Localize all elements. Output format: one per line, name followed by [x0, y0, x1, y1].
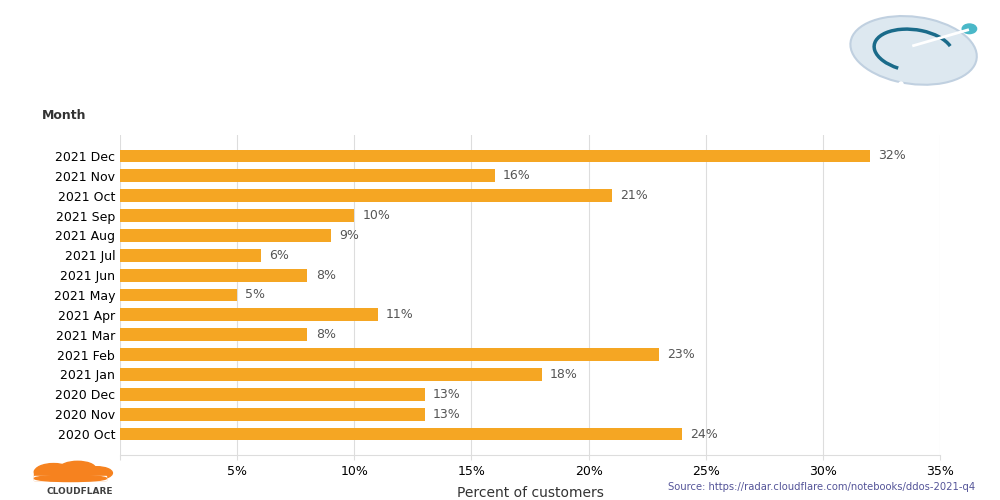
- Text: CLOUDFLARE: CLOUDFLARE: [47, 488, 113, 496]
- Ellipse shape: [850, 16, 977, 84]
- Bar: [120, 268, 307, 281]
- Bar: [120, 388, 425, 400]
- Bar: [120, 170, 495, 182]
- Bar: [34, 470, 106, 480]
- Text: 24%: 24%: [690, 428, 718, 440]
- Bar: [120, 209, 354, 222]
- Ellipse shape: [34, 464, 73, 480]
- Bar: [120, 408, 425, 420]
- Bar: [34, 476, 106, 480]
- Ellipse shape: [34, 475, 106, 482]
- Bar: [120, 288, 237, 302]
- Text: 8%: 8%: [316, 268, 336, 281]
- Bar: [120, 348, 659, 361]
- Circle shape: [962, 24, 977, 34]
- Ellipse shape: [81, 466, 112, 479]
- Text: 16%: 16%: [503, 170, 531, 182]
- Text: Month: Month: [42, 109, 87, 122]
- Text: 23%: 23%: [667, 348, 695, 361]
- Bar: [120, 249, 261, 262]
- Text: 8%: 8%: [316, 328, 336, 341]
- Ellipse shape: [60, 462, 96, 475]
- Text: 5%: 5%: [245, 288, 265, 302]
- Text: 21%: 21%: [620, 189, 648, 202]
- Text: 13%: 13%: [433, 408, 461, 420]
- Bar: [120, 308, 378, 322]
- Bar: [120, 428, 682, 440]
- Text: 11%: 11%: [386, 308, 414, 322]
- Bar: [120, 328, 307, 341]
- X-axis label: Percent of customers: Percent of customers: [457, 486, 603, 500]
- Text: 9%: 9%: [339, 229, 359, 242]
- Bar: [120, 150, 870, 162]
- Bar: [120, 368, 542, 381]
- Bar: [120, 229, 331, 242]
- Text: 10%: 10%: [362, 209, 390, 222]
- Text: Source: https://radar.cloudflare.com/notebooks/ddos-2021-q4: Source: https://radar.cloudflare.com/not…: [668, 482, 975, 492]
- Text: 6%: 6%: [269, 249, 289, 262]
- Text: 18%: 18%: [550, 368, 578, 381]
- Text: Ransom DDoS Attacks & Threats by Month: Ransom DDoS Attacks & Threats by Month: [30, 43, 832, 76]
- Text: 13%: 13%: [433, 388, 461, 401]
- Bar: [120, 190, 612, 202]
- Text: 32%: 32%: [878, 150, 906, 162]
